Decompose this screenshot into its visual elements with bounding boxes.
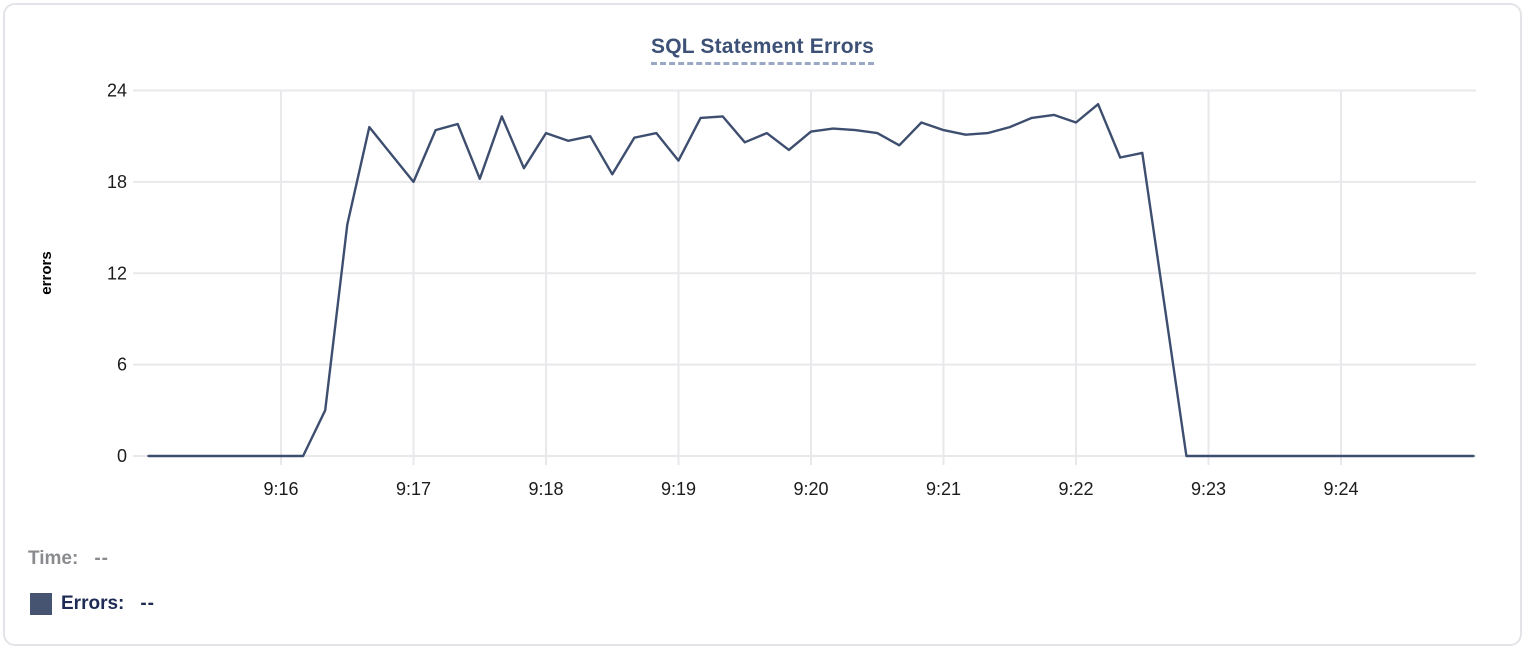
y-tick-label: 6 — [117, 355, 127, 375]
x-tick-label: 9:19 — [661, 479, 696, 499]
y-axis-label: errors — [38, 251, 55, 294]
y-tick-label: 12 — [107, 263, 127, 283]
y-tick-label: 24 — [107, 81, 127, 101]
x-tick-label: 9:17 — [396, 479, 431, 499]
y-tick-label: 18 — [107, 172, 127, 192]
x-tick-label: 9:16 — [263, 479, 298, 499]
x-tick-label: 9:21 — [926, 479, 961, 499]
errors-legend-swatch-icon — [30, 593, 52, 615]
line-chart[interactable]: 0 6 12 18 24 9:16 9:17 9:18 9:19 9:20 9:21 9:22 9:23… — [5, 5, 1528, 657]
errors-readout: Errors: -- — [30, 593, 155, 615]
time-readout-label: Time: — [28, 548, 79, 569]
chart-title[interactable]: SQL Statement Errors — [650, 35, 874, 65]
errors-readout-value: -- — [140, 593, 156, 614]
errors-line-series[interactable] — [147, 102, 1475, 458]
x-tick-label: 9:24 — [1323, 479, 1358, 499]
x-tick-label: 9:22 — [1058, 479, 1093, 499]
y-tick-label: 0 — [117, 446, 127, 466]
x-tick-label: 9:18 — [528, 479, 563, 499]
chart-card: SQL Statement Errors 0 6 12 18 24 9:16 9:17 9:1… — [3, 3, 1522, 646]
errors-readout-label: Errors: — [61, 593, 125, 614]
time-readout: Time: -- — [28, 548, 109, 570]
time-readout-value: -- — [94, 548, 109, 569]
x-tick-label: 9:23 — [1191, 479, 1226, 499]
x-tick-label: 9:20 — [793, 479, 828, 499]
chart-header: SQL Statement Errors — [5, 35, 1520, 65]
